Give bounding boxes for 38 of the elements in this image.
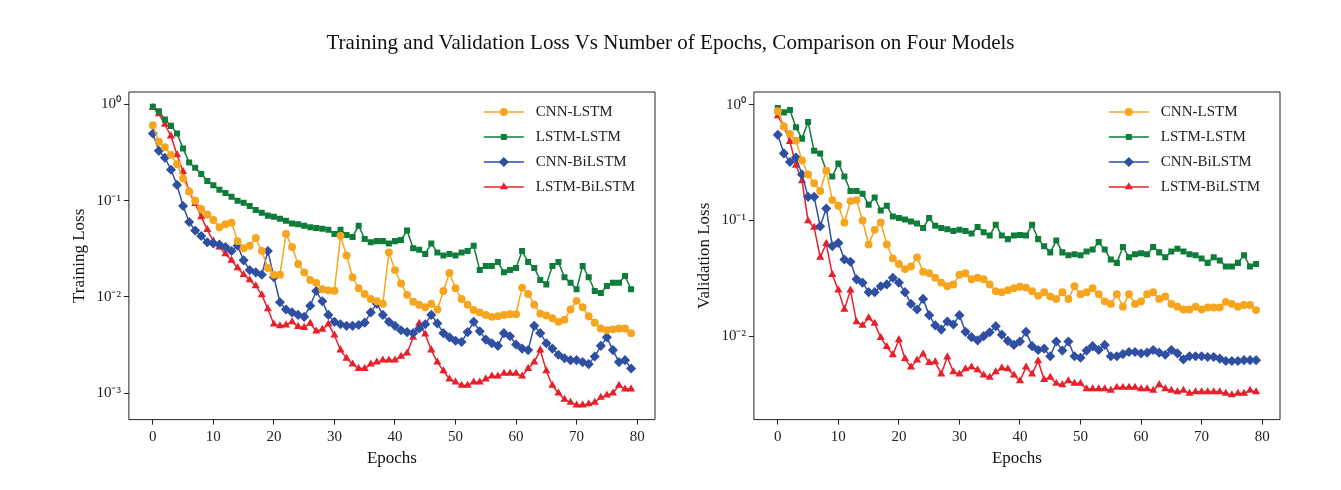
x-tick-label: 10 — [205, 427, 221, 444]
x-tick-label: 0 — [149, 427, 157, 444]
x-tick-label: 10 — [830, 427, 846, 444]
y-tick-label: 10⁻¹ — [96, 191, 121, 208]
x-tick-label: 50 — [1073, 427, 1089, 444]
y-tick-label: 10⁰ — [725, 95, 746, 112]
y-tick-label: 10⁰ — [100, 95, 121, 112]
legend-label: CNN-BiLSTM — [535, 152, 627, 169]
x-axis-title: Epochs — [991, 448, 1042, 468]
y-tick-label: 10⁻³ — [96, 384, 122, 401]
x-tick-label: 40 — [387, 427, 403, 444]
x-tick-label: 70 — [569, 427, 585, 444]
y-axis-title: Validation Loss — [693, 202, 713, 309]
x-tick-label: 40 — [1012, 427, 1028, 444]
x-tick-label: 80 — [629, 427, 645, 444]
legend-label: LSTM-BiLSTM — [535, 177, 636, 194]
x-tick-label: 30 — [326, 427, 342, 444]
y-axis-title: Training Loss — [68, 208, 88, 303]
chart-title: Training and Validation Loss Vs Number of Epochs, Comparison on Four Models — [325, 30, 1016, 55]
x-axis-title: Epochs — [366, 448, 417, 468]
x-tick-label: 20 — [266, 427, 282, 444]
y-tick-label: 10⁻¹ — [721, 211, 746, 228]
x-tick-label: 70 — [1194, 427, 1210, 444]
legend-label: LSTM-LSTM — [535, 127, 621, 144]
x-tick-label: 30 — [951, 427, 967, 444]
x-tick-label: 60 — [508, 427, 524, 444]
x-tick-label: 80 — [1254, 427, 1270, 444]
y-tick-label: 10⁻² — [96, 287, 122, 304]
legend-label: LSTM-BiLSTM — [1160, 177, 1261, 194]
legend-label: LSTM-LSTM — [1160, 127, 1246, 144]
legend-label: CNN-LSTM — [535, 102, 613, 119]
y-tick-label: 10⁻² — [721, 327, 747, 344]
x-tick-label: 0 — [774, 427, 782, 444]
x-tick-label: 60 — [1133, 427, 1149, 444]
x-tick-label: 50 — [448, 427, 464, 444]
x-tick-label: 20 — [891, 427, 907, 444]
legend-label: CNN-LSTM — [1160, 102, 1238, 119]
legend-label: CNN-BiLSTM — [1160, 152, 1252, 169]
